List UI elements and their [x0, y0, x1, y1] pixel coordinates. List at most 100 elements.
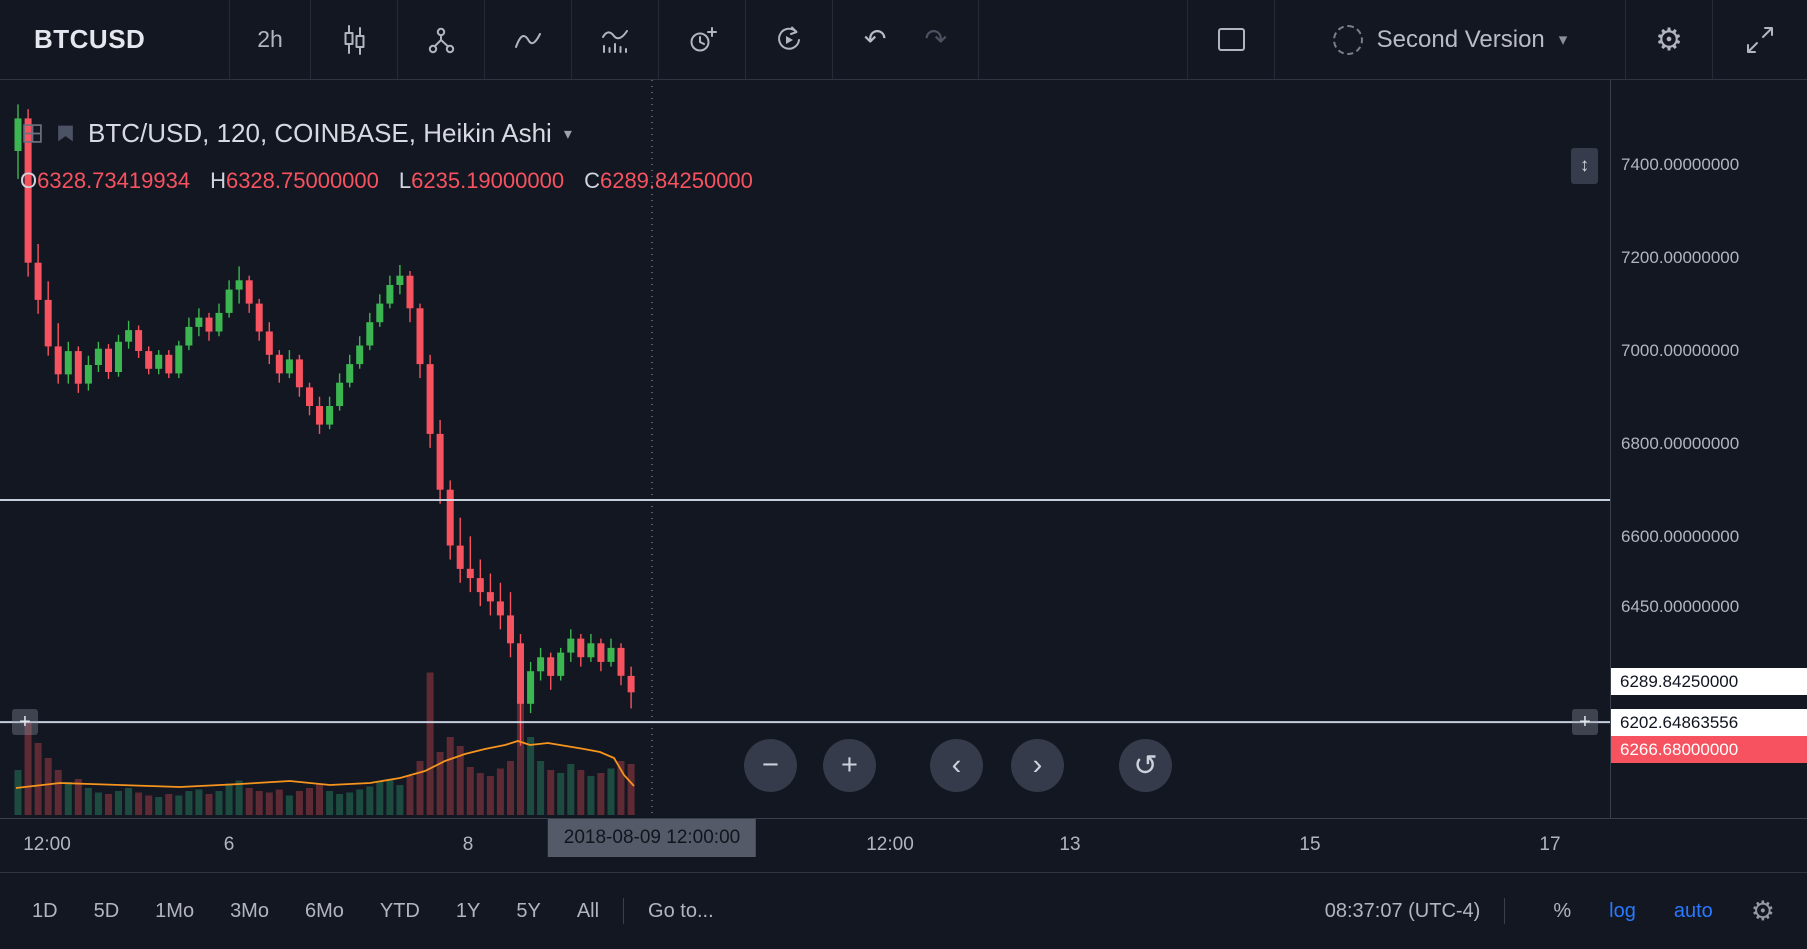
scroll-right-button[interactable]: ›: [1011, 739, 1064, 792]
auto-scale-button[interactable]: auto: [1673, 899, 1713, 922]
replay-icon: [778, 26, 800, 50]
price-axis-label: 7200.00000000: [1621, 248, 1740, 267]
range-tab-3mo[interactable]: 3Mo: [230, 899, 269, 922]
time-axis-label: 15: [1299, 834, 1321, 855]
legend-title: BTC/USD, 120, COINBASE, Heikin Ashi: [88, 118, 552, 148]
candlestick-chart: [0, 80, 1610, 818]
compare-button[interactable]: [398, 0, 485, 79]
close-label: C: [584, 168, 600, 193]
legend-marker-icon: [58, 125, 73, 142]
low-value: 6235.19000000: [411, 168, 565, 193]
price-tag: 6202.64863556: [1611, 709, 1807, 736]
toolbar-spacer: [979, 0, 1188, 79]
undo-button[interactable]: ↶: [863, 24, 887, 54]
fullscreen-icon: [1747, 26, 1773, 53]
price-axis-label: 7400.00000000: [1621, 154, 1740, 174]
layout-name-label: Second Version: [1376, 25, 1545, 53]
scroll-left-button[interactable]: ‹: [930, 739, 983, 792]
symbol-search-button[interactable]: BTCUSD: [0, 0, 230, 79]
chart-legend[interactable]: BTC/USD, 120, COINBASE, Heikin Ashi ▾: [22, 118, 572, 149]
select-layout-button[interactable]: [1188, 0, 1275, 79]
bottom-gear-icon[interactable]: ⚙: [1750, 895, 1775, 926]
indicator-templates-icon: [602, 29, 628, 53]
gear-icon: ⚙: [1655, 21, 1683, 57]
compare-icon: [428, 27, 454, 53]
time-axis-label: 8: [462, 834, 474, 855]
range-tab-5y[interactable]: 5Y: [516, 899, 541, 922]
interval-button[interactable]: 2h: [230, 0, 311, 79]
legend-caret-icon: ▾: [563, 125, 572, 143]
last-price-tag: 6266.68000000: [1611, 736, 1807, 763]
time-axis-label: 17: [1539, 834, 1561, 855]
indicator-templates-button[interactable]: [572, 0, 659, 79]
price-axis[interactable]: 7400.00000000 7200.00000000 7000.00000000 6…: [1610, 80, 1807, 818]
chart-properties-button[interactable]: ⚙: [1626, 0, 1713, 79]
clock-timezone-button[interactable]: 08:37:07 (UTC-4): [1324, 899, 1481, 922]
range-tab-all[interactable]: All: [576, 899, 600, 922]
cloud-save-icon: [1332, 24, 1363, 55]
hline-left-plus-handle[interactable]: +: [12, 709, 38, 735]
interval-label: 2h: [257, 26, 283, 52]
zoom-out-button[interactable]: −: [744, 739, 797, 792]
top-toolbar: BTCUSD 2h: [0, 0, 1807, 80]
redo-button[interactable]: ↷: [924, 24, 948, 54]
horizontal-line-drawings[interactable]: [0, 499, 1610, 724]
symbol-label: BTCUSD: [34, 24, 146, 54]
goto-button[interactable]: Go to...: [648, 899, 714, 922]
alert-clock-icon: [690, 27, 717, 52]
chart-pane[interactable]: BTC/USD, 120, COINBASE, Heikin Ashi ▾ O …: [0, 80, 1610, 818]
candles: [14, 104, 635, 746]
high-label: H: [210, 168, 226, 193]
layout-dropdown[interactable]: Second Version ▾: [1275, 0, 1626, 79]
open-value: 6328.73419934: [37, 168, 191, 193]
divider: [1504, 898, 1506, 924]
divider: [623, 898, 625, 924]
ohlc-values-row: O 6328.73419934 H 6328.75000000 L 6235.1…: [20, 168, 773, 194]
indicators-button[interactable]: [485, 0, 572, 79]
bottom-toolbar: 1D 5D 1Mo 3Mo 6Mo YTD 1Y 5Y All Go to... 08:37:0…: [0, 872, 1807, 949]
percent-scale-button[interactable]: %: [1553, 899, 1572, 922]
range-tab-ytd[interactable]: YTD: [379, 899, 420, 922]
hline-right-plus-handle[interactable]: +: [1572, 709, 1598, 735]
time-axis-label: 13: [1059, 834, 1081, 855]
range-tab-1mo[interactable]: 1Mo: [155, 899, 195, 922]
range-tab-1d[interactable]: 1D: [32, 899, 58, 922]
chart-style-button[interactable]: [311, 0, 398, 79]
alert-button[interactable]: [659, 0, 746, 79]
fullscreen-button[interactable]: [1713, 0, 1807, 79]
volume-ma-line: [15, 740, 635, 789]
legend-grid-icon: [23, 124, 42, 143]
log-scale-button[interactable]: log: [1609, 899, 1636, 922]
low-label: L: [398, 168, 412, 193]
price-scale-merge-icon[interactable]: ↕: [1571, 148, 1598, 184]
price-axis-label: 7000.00000000: [1621, 341, 1740, 361]
volume-bars: [14, 672, 635, 815]
date-range-tabs: 1D 5D 1Mo 3Mo 6Mo YTD 1Y 5Y All: [32, 900, 599, 923]
range-tab-6mo[interactable]: 6Mo: [304, 899, 344, 922]
price-axis-label: 6450.00000000: [1621, 597, 1740, 616]
replay-button[interactable]: [746, 0, 833, 79]
chart-area: BTC/USD, 120, COINBASE, Heikin Ashi ▾ O …: [0, 80, 1807, 818]
price-axis-label: 6600.00000000: [1621, 527, 1740, 547]
reset-view-button[interactable]: ↺: [1119, 739, 1172, 792]
price-axis-label: 6800.00000000: [1621, 434, 1740, 454]
zoom-in-button[interactable]: +: [823, 739, 876, 792]
close-value: 6289.84250000: [599, 168, 753, 193]
time-axis-label: 6: [223, 834, 235, 855]
high-value: 6328.75000000: [225, 168, 379, 193]
scale-controls: % log auto ⚙: [1553, 896, 1775, 927]
open-label: O: [20, 168, 38, 193]
time-axis-label: 12:00: [866, 834, 914, 855]
time-axis[interactable]: 2018-08-09 12:00:00 12:00 6 8 12:00 13 15 17: [0, 818, 1807, 872]
chevron-down-icon: ▾: [1558, 29, 1568, 49]
indicators-icon: [515, 32, 541, 48]
range-tab-1y[interactable]: 1Y: [455, 899, 481, 922]
crosshair-time-label: 2018-08-09 12:00:00: [547, 819, 757, 857]
range-tab-5d[interactable]: 5D: [93, 899, 120, 922]
undo-redo-group: ↶ ↷: [833, 0, 979, 79]
time-axis-label: 12:00: [23, 834, 71, 855]
layout-square-icon: [1217, 28, 1245, 51]
candlestick-icon: [344, 24, 365, 55]
price-tag: 6289.84250000: [1611, 668, 1807, 695]
